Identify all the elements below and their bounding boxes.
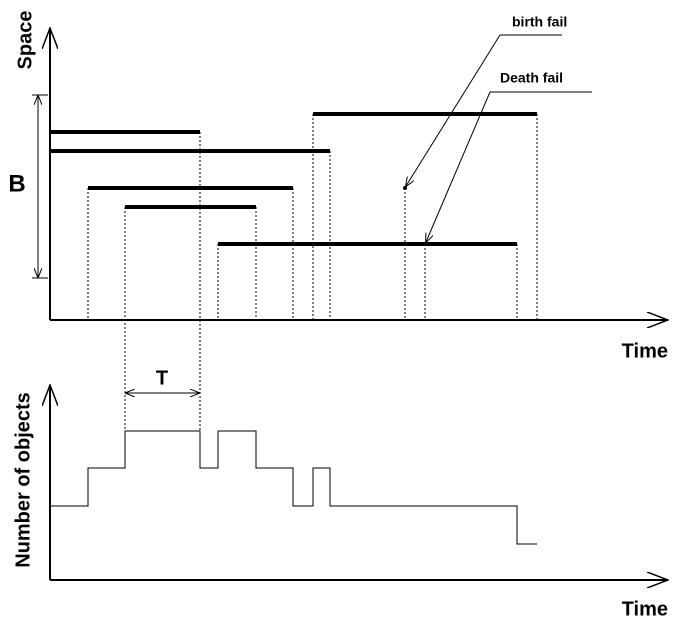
t-label: T bbox=[156, 367, 168, 389]
arrow bbox=[426, 91, 491, 242]
birth-fail-label: birth fail bbox=[512, 14, 567, 30]
bottom-axes bbox=[50, 385, 668, 580]
dotted-guides bbox=[87, 114, 538, 431]
object-count-step bbox=[50, 430, 537, 545]
arrow bbox=[406, 34, 501, 186]
space-label: Space bbox=[14, 11, 36, 70]
death-fail-label: Death fail bbox=[500, 70, 563, 86]
object-lifetimes bbox=[50, 112, 537, 246]
time-label: Time bbox=[622, 340, 668, 362]
count-label: Number of objects bbox=[12, 392, 34, 568]
time-label: Time bbox=[622, 598, 668, 620]
top-axes bbox=[50, 28, 668, 320]
b-bracket bbox=[32, 94, 48, 279]
b-label: B bbox=[8, 170, 25, 197]
